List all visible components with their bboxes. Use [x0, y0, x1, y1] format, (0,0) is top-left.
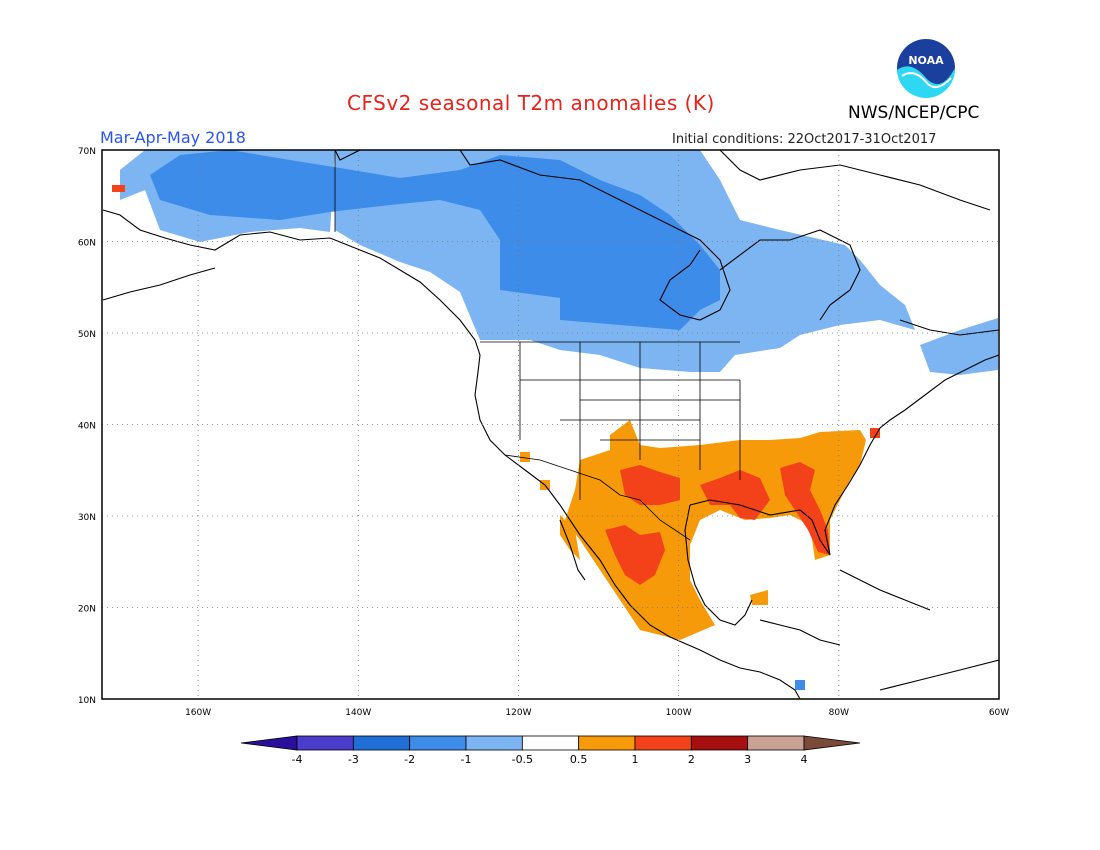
- warm-anomaly-moderate: [112, 185, 880, 585]
- colorbar-swatch: [578, 735, 636, 751]
- far-north-blue-pixel: [795, 680, 805, 690]
- colorbar-swatch: [465, 735, 523, 751]
- season-label: Mar-Apr-May 2018: [100, 128, 246, 147]
- colorbar-low-extension: [240, 735, 298, 751]
- colorbar-tick-label: -0.5: [512, 753, 533, 766]
- colorbar-swatch: [634, 735, 692, 751]
- initial-conditions-label: Initial conditions: 22Oct2017-31Oct2017: [672, 132, 937, 147]
- lat-tick-label: 70N: [78, 147, 96, 157]
- lat-tick-label: 60N: [78, 239, 96, 249]
- lon-tick-label: 100W: [666, 708, 692, 718]
- colorbar-swatch: [409, 735, 467, 751]
- colorbar-tick-label: -1: [461, 753, 472, 766]
- lon-tick-label: 140W: [345, 708, 371, 718]
- colorbar-swatch: [521, 735, 580, 751]
- map-frame: [101, 149, 1000, 700]
- lat-tick-label: 40N: [78, 422, 96, 432]
- lat-tick-label: 20N: [78, 605, 96, 615]
- colorbar-tick-label: -2: [404, 753, 415, 766]
- logo-text: NOAA: [908, 54, 944, 67]
- cold-anomaly-moderate: [150, 150, 720, 330]
- lat-tick-label: 10N: [78, 696, 96, 706]
- colorbar-swatch: [747, 735, 805, 751]
- lat-tick-label: 30N: [78, 513, 96, 523]
- lon-tick-label: 120W: [505, 708, 531, 718]
- lon-tick-label: 160W: [185, 708, 211, 718]
- colorbar-tick-label: -3: [348, 753, 359, 766]
- lon-tick-label: 80W: [829, 708, 849, 718]
- colorbar-swatch: [690, 735, 749, 751]
- colorbar-swatch: [296, 735, 354, 751]
- colorbar-swatch: [352, 735, 411, 751]
- longitude-labels: 160W 140W 120W 100W 80W 60W: [185, 708, 1009, 718]
- chart-title: CFSv2 seasonal T2m anomalies (K): [347, 91, 715, 115]
- noaa-logo: NOAA: [897, 39, 956, 98]
- colorbar-tick-label: 2: [688, 753, 695, 766]
- colorbar-tick-label: -4: [292, 753, 303, 766]
- borders: [334, 150, 741, 541]
- latitude-labels: 70N 60N 50N 40N 30N 20N 10N: [78, 147, 96, 706]
- coastlines: [102, 150, 999, 699]
- lon-tick-label: 60W: [989, 708, 1009, 718]
- colorbar-tick-label: 3: [744, 753, 751, 766]
- colorbar-tick-label: 1: [632, 753, 639, 766]
- agency-label: NWS/NCEP/CPC: [848, 103, 980, 123]
- lat-tick-label: 50N: [78, 330, 96, 340]
- colorbar-tick-label: 0.5: [570, 753, 588, 766]
- colorbar-high-extension: [803, 735, 861, 751]
- colorbar-tick-label: 4: [801, 753, 808, 766]
